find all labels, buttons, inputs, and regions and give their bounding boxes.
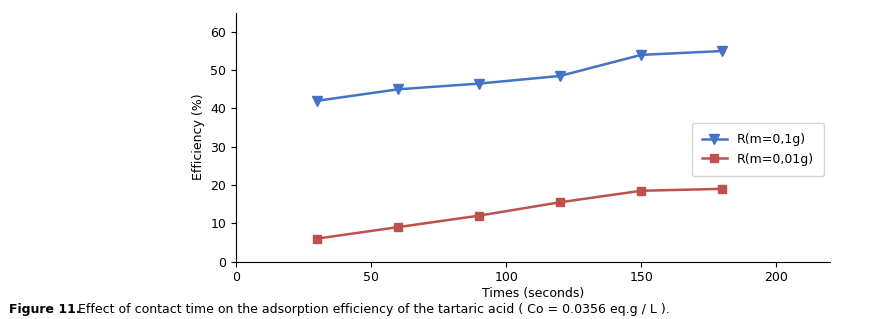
R(m=0,01g)	[636, 189, 647, 193]
Text: Times (seconds): Times (seconds)	[482, 287, 584, 300]
R(m=0,1g)	[555, 74, 565, 78]
R(m=0,1g)	[474, 82, 484, 85]
R(m=0,01g)	[555, 200, 565, 204]
Y-axis label: Efficiency (%): Efficiency (%)	[191, 94, 205, 181]
Line: R(m=0,1g): R(m=0,1g)	[312, 46, 727, 106]
Text: Figure 11.: Figure 11.	[9, 303, 80, 316]
R(m=0,01g)	[392, 225, 403, 229]
R(m=0,1g)	[392, 87, 403, 91]
Line: R(m=0,01g): R(m=0,01g)	[313, 185, 726, 243]
R(m=0,01g)	[717, 187, 727, 191]
R(m=0,1g)	[717, 49, 727, 53]
Legend: R(m=0,1g), R(m=0,01g): R(m=0,1g), R(m=0,01g)	[692, 123, 824, 176]
R(m=0,1g)	[312, 99, 323, 103]
Text: Effect of contact time on the adsorption efficiency of the tartaric acid ( Co = : Effect of contact time on the adsorption…	[74, 303, 670, 316]
R(m=0,1g)	[636, 53, 647, 57]
R(m=0,01g)	[312, 237, 323, 241]
R(m=0,01g)	[474, 214, 484, 218]
